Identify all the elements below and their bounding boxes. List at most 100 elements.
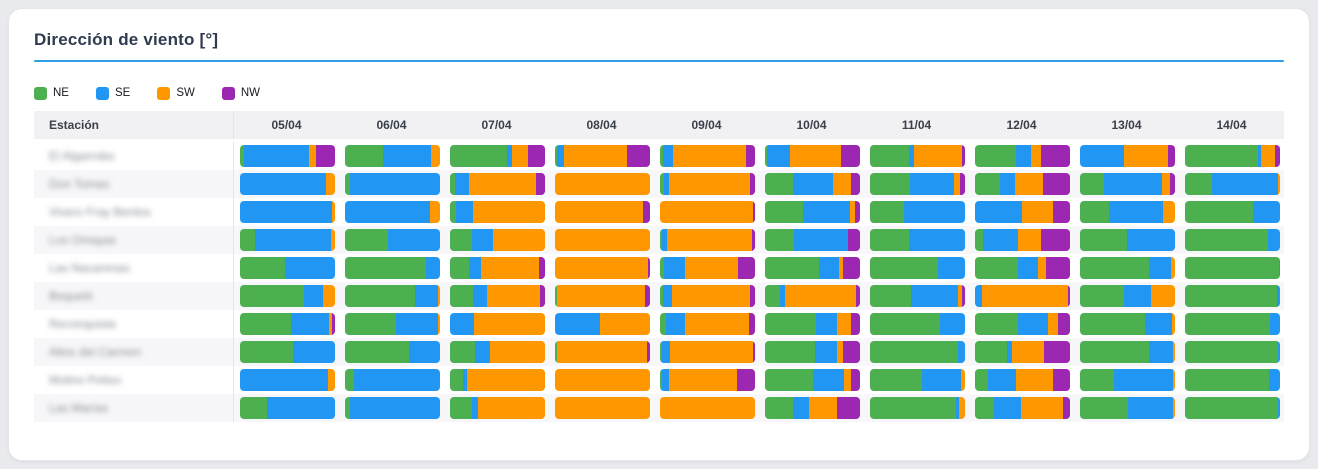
table-row: Molino Petiso — [34, 366, 1284, 394]
bar-segment-se — [1211, 173, 1279, 195]
bar-segment-nw — [539, 257, 545, 279]
bar-segment-sw — [555, 369, 650, 391]
bar-segment-sw — [1123, 145, 1169, 167]
bar-segment-sw — [487, 285, 541, 307]
bar-segment-ne — [450, 173, 455, 195]
bar-segment-se — [1258, 145, 1261, 167]
wind-direction-bar — [345, 285, 440, 307]
wind-direction-bar — [1185, 257, 1280, 279]
legend-item-nw[interactable]: NW — [221, 86, 260, 100]
bar-segment-se — [1253, 201, 1280, 223]
bar-cell — [339, 254, 444, 282]
wind-direction-bar — [450, 285, 545, 307]
wind-direction-bar — [240, 313, 335, 335]
bar-segment-ne — [660, 229, 662, 251]
bar-segment-nw — [847, 229, 860, 251]
bar-cell — [234, 226, 339, 254]
bar-segment-ne — [765, 313, 817, 335]
bar-segment-nw — [1052, 201, 1070, 223]
bar-cell — [444, 198, 549, 226]
bar-cell — [234, 282, 339, 310]
bar-segment-se — [349, 397, 440, 419]
bar-cell — [864, 226, 969, 254]
wind-direction-bar — [555, 341, 650, 363]
legend-item-ne[interactable]: NE — [34, 86, 69, 100]
bar-segment-nw — [1040, 145, 1070, 167]
station-name: Molino Petiso — [49, 373, 122, 387]
bar-segment-ne — [660, 257, 664, 279]
bar-segment-sw — [1161, 173, 1171, 195]
bar-segment-ne — [870, 397, 956, 419]
bar-segment-nw — [851, 173, 860, 195]
bar-segment-sw — [511, 145, 528, 167]
legend-item-sw[interactable]: SW — [157, 86, 195, 100]
bar-segment-ne — [1080, 201, 1109, 223]
bar-segment-se — [1268, 369, 1280, 391]
bar-cell — [549, 394, 654, 422]
bar-segment-sw — [1017, 229, 1042, 251]
wind-direction-bar — [660, 397, 755, 419]
station-name: El Algarrobo — [49, 149, 115, 163]
bar-segment-se — [472, 285, 488, 307]
wind-direction-bar — [975, 257, 1070, 279]
bar-segment-ne — [1080, 229, 1127, 251]
bar-segment-ne — [765, 257, 820, 279]
bar-segment-ne — [660, 285, 663, 307]
bar-segment-ne — [1185, 173, 1212, 195]
legend-item-se[interactable]: SE — [95, 86, 130, 100]
bar-segment-se — [555, 313, 600, 335]
bar-segment-se — [1015, 145, 1032, 167]
bar-segment-se — [1269, 313, 1280, 335]
bar-segment-nw — [962, 285, 965, 307]
wind-direction-bar — [975, 173, 1070, 195]
bar-segment-se — [387, 229, 440, 251]
bar-segment-se — [383, 145, 432, 167]
wind-direction-bar — [870, 201, 965, 223]
bar-segment-ne — [975, 341, 1008, 363]
bar-cell — [549, 338, 654, 366]
bar-segment-ne — [345, 313, 397, 335]
bar-segment-ne — [765, 341, 816, 363]
bar-segment-se — [1127, 397, 1174, 419]
wind-direction-bar — [765, 257, 860, 279]
bar-cell — [1179, 226, 1284, 254]
bar-segment-sw — [332, 201, 335, 223]
wind-direction-bar — [1080, 313, 1175, 335]
wind-direction-bar — [450, 341, 545, 363]
bar-segment-se — [415, 285, 439, 307]
bar-segment-ne — [870, 313, 941, 335]
wind-direction-bar — [345, 229, 440, 251]
bar-segment-se — [454, 173, 469, 195]
wind-direction-bar — [765, 285, 860, 307]
bar-segment-se — [1277, 285, 1280, 307]
bar-segment-sw — [328, 369, 335, 391]
bar-cell — [654, 366, 759, 394]
bar-segment-sw — [481, 257, 540, 279]
table-body: El Algarrobo Don Tomas Vivero Fray Bentos L… — [34, 142, 1284, 422]
bar-segment-se — [816, 313, 838, 335]
bar-segment-sw — [555, 201, 644, 223]
wind-direction-bar — [765, 369, 860, 391]
wind-direction-bar — [555, 201, 650, 223]
bar-segment-nw — [1275, 145, 1280, 167]
bar-segment-se — [1123, 285, 1152, 307]
bar-segment-se — [910, 285, 959, 307]
bar-cell — [864, 310, 969, 338]
bar-segment-se — [556, 145, 565, 167]
wind-direction-bar — [450, 229, 545, 251]
bar-segment-ne — [345, 173, 350, 195]
wind-direction-bar — [1080, 145, 1175, 167]
bar-segment-se — [1017, 313, 1049, 335]
bar-cell — [654, 254, 759, 282]
bar-segment-ne — [240, 341, 294, 363]
bar-segment-sw — [789, 145, 841, 167]
wind-direction-bar — [660, 145, 755, 167]
bar-segment-ne — [660, 313, 666, 335]
wind-direction-bar — [765, 397, 860, 419]
bar-cell — [759, 198, 864, 226]
bar-segment-se — [1017, 257, 1038, 279]
bar-cell — [969, 198, 1074, 226]
table-row: Altos del Carmen — [34, 338, 1284, 366]
table-row: Los Omayas — [34, 226, 1284, 254]
wind-direction-bar — [765, 313, 860, 335]
